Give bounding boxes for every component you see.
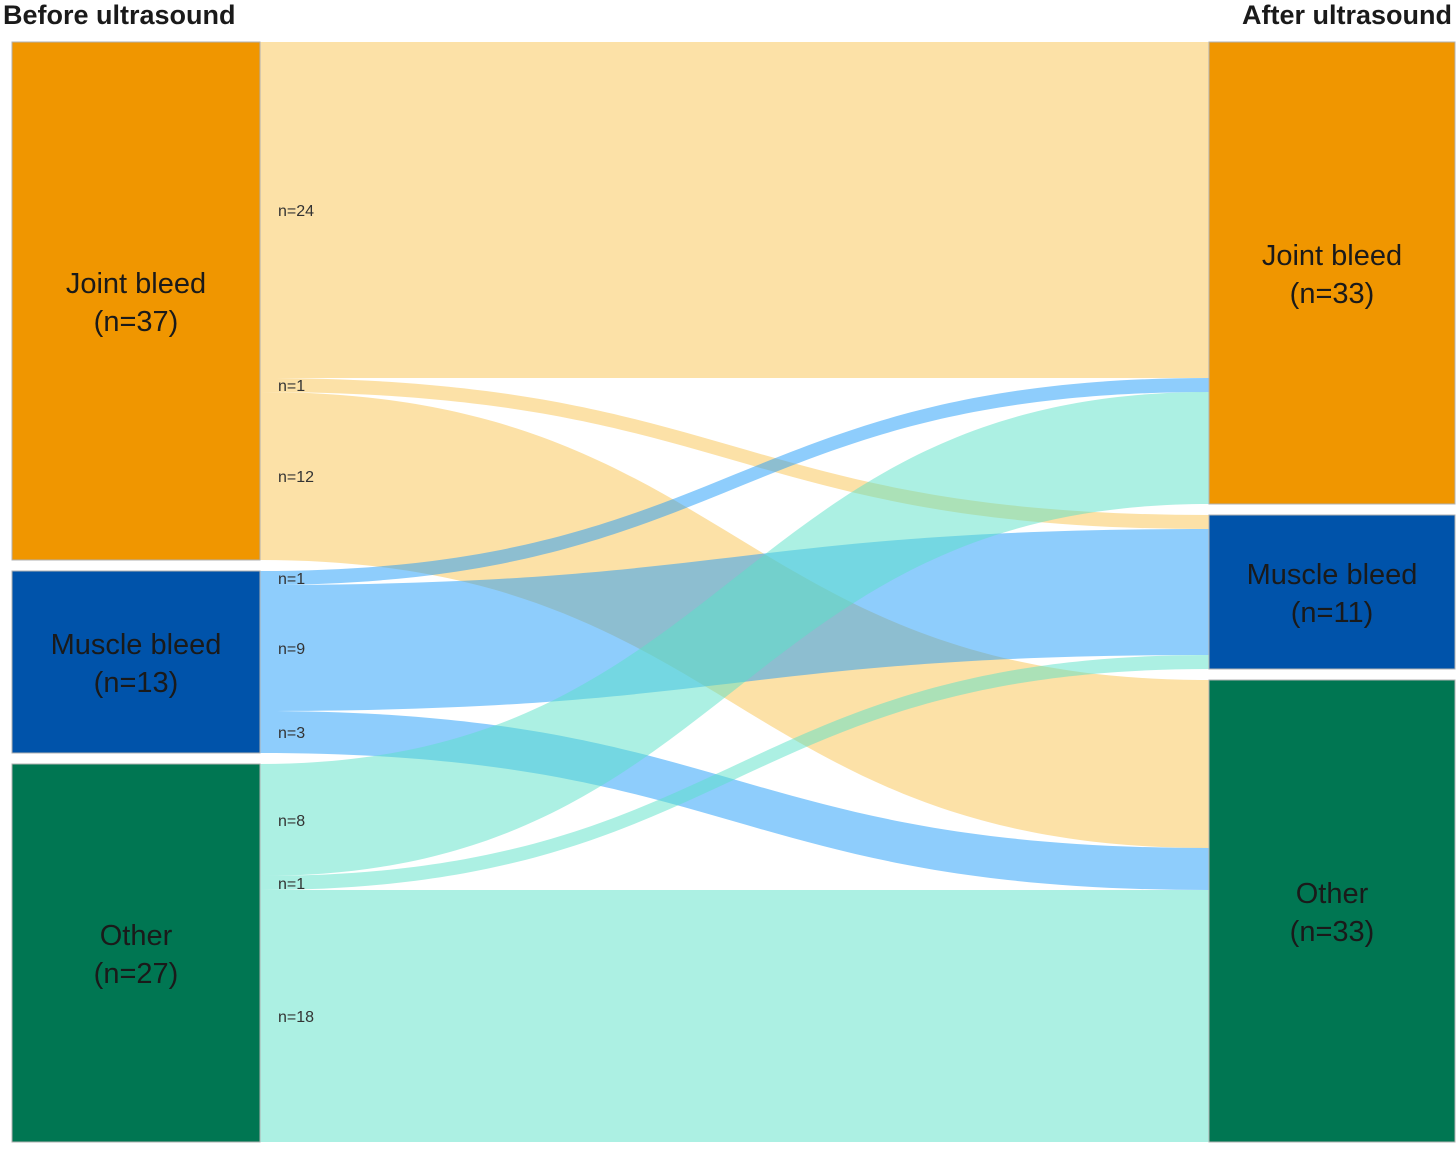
left-column-title: Before ultrasound: [3, 0, 236, 30]
left-node-muscle-name: Muscle bleed: [51, 629, 222, 661]
flow-label-joint-to-muscle: n=1: [278, 378, 305, 395]
right-node-joint-name: Joint bleed: [1262, 240, 1402, 272]
right-node-other-name: Other: [1296, 878, 1369, 910]
flow-label-muscle-to-joint: n=1: [278, 571, 305, 588]
right-node-joint: [1208, 41, 1456, 505]
flow-other-to-other: [260, 890, 1209, 1142]
left-node-muscle-count: (n=13): [94, 667, 179, 699]
left-node-other: [11, 763, 261, 1143]
right-node-other-count: (n=33): [1290, 916, 1375, 948]
flow-label-muscle-to-muscle: n=9: [278, 641, 305, 658]
right-node-muscle-name: Muscle bleed: [1247, 559, 1418, 591]
right-node-other: [1208, 679, 1456, 1143]
flow-label-muscle-to-other: n=3: [278, 725, 305, 742]
left-node-other-count: (n=27): [94, 958, 179, 990]
flow-labels-layer: n=24 n=1 n=12 n=1 n=9 n=3 n=8 n=1 n=18: [278, 203, 314, 1026]
flow-label-other-to-other: n=18: [278, 1009, 314, 1026]
left-node-joint-name: Joint bleed: [66, 268, 206, 300]
left-node-joint: [11, 41, 261, 561]
right-node-joint-count: (n=33): [1290, 278, 1375, 310]
nodes-layer: Joint bleed (n=37) Muscle bleed (n=13) Other…: [11, 41, 1456, 1143]
flow-joint-to-joint: [260, 42, 1209, 378]
left-node-joint-count: (n=37): [94, 306, 179, 338]
right-column-title: After ultrasound: [1242, 0, 1452, 30]
right-node-muscle-count: (n=11): [1291, 597, 1373, 629]
right-node-muscle: [1208, 514, 1456, 670]
flow-label-joint-to-joint: n=24: [278, 203, 314, 220]
flow-muscle-to-joint: [260, 378, 1209, 585]
flow-label-other-to-joint: n=8: [278, 813, 305, 830]
left-node-other-name: Other: [100, 920, 173, 952]
flow-joint-to-muscle: [260, 378, 1209, 529]
flow-other-to-joint: [260, 392, 1209, 876]
flows-layer: [260, 42, 1209, 1142]
flow-label-joint-to-other: n=12: [278, 469, 314, 486]
flow-label-other-to-muscle: n=1: [278, 876, 305, 893]
left-node-muscle: [11, 570, 261, 754]
flow-other-to-muscle: [260, 655, 1209, 890]
